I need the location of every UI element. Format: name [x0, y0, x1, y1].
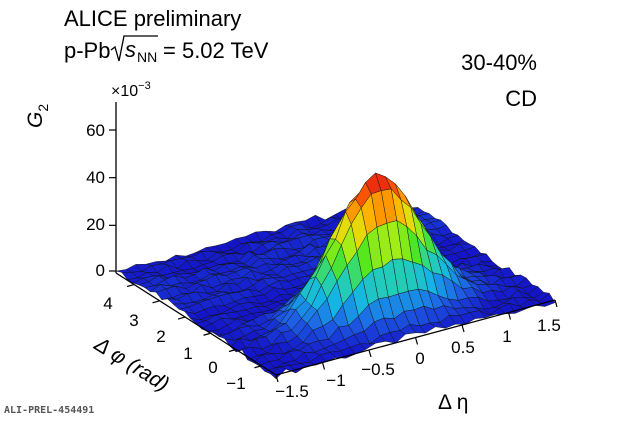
y-tick-label: 3 [129, 311, 138, 330]
axis-ticks [109, 129, 558, 383]
tick-mark [368, 349, 372, 358]
surface-mesh [115, 172, 556, 380]
z-tick-label: 20 [86, 215, 105, 234]
x-tick-label: −0.5 [361, 360, 395, 379]
y-tick-label: −1 [226, 374, 245, 393]
tick-mark [461, 324, 465, 333]
sqrt-sign [110, 35, 158, 62]
method-tag: CD [505, 86, 537, 111]
experiment-label: ALICE preliminary [64, 6, 241, 31]
tick-mark [177, 316, 186, 320]
x-tick-label: 0.5 [451, 338, 475, 357]
y-axis-line [115, 272, 277, 376]
tick-mark [321, 362, 326, 370]
tick-mark [228, 348, 237, 353]
tick-mark [554, 299, 558, 308]
svg-text:= 5.02 TeV: = 5.02 TeV [163, 38, 269, 63]
y-tick-label: 4 [103, 294, 112, 313]
tick-mark [275, 374, 279, 383]
tick-mark [507, 312, 512, 320]
x-tick-label: 1 [502, 327, 511, 346]
svg-text:NN: NN [137, 49, 157, 65]
y-tick-label: 0 [208, 358, 217, 377]
tick-mark [152, 300, 160, 304]
x-tick-label: −1.5 [275, 382, 309, 401]
z-tick-label: 60 [86, 121, 105, 140]
figure-id: ALI-PREL-454491 [4, 405, 94, 416]
x-axis-label: Δ η [438, 391, 468, 414]
tick-mark [126, 283, 135, 288]
x-tick-label: 0 [415, 349, 424, 368]
svg-text:p-Pb: p-Pb [64, 38, 110, 63]
svg-text:s: s [125, 37, 136, 62]
z-multiplier: ×10−3 [111, 80, 151, 100]
z-axis-label: G2 [24, 104, 51, 128]
y-tick-label: 2 [156, 327, 165, 346]
tick-mark [414, 337, 419, 345]
z-tick-label: 0 [96, 261, 105, 280]
system-label: p-Pb s NN = 5.02 TeV [64, 35, 269, 65]
tick-mark [203, 332, 211, 336]
x-tick-label: −1 [326, 371, 345, 390]
centrality-label: 30-40% [461, 50, 537, 75]
tick-mark [254, 365, 262, 369]
y-tick-label: 1 [183, 344, 192, 363]
x-tick-label: 1.5 [537, 316, 561, 335]
z-tick-label: 40 [86, 168, 105, 187]
